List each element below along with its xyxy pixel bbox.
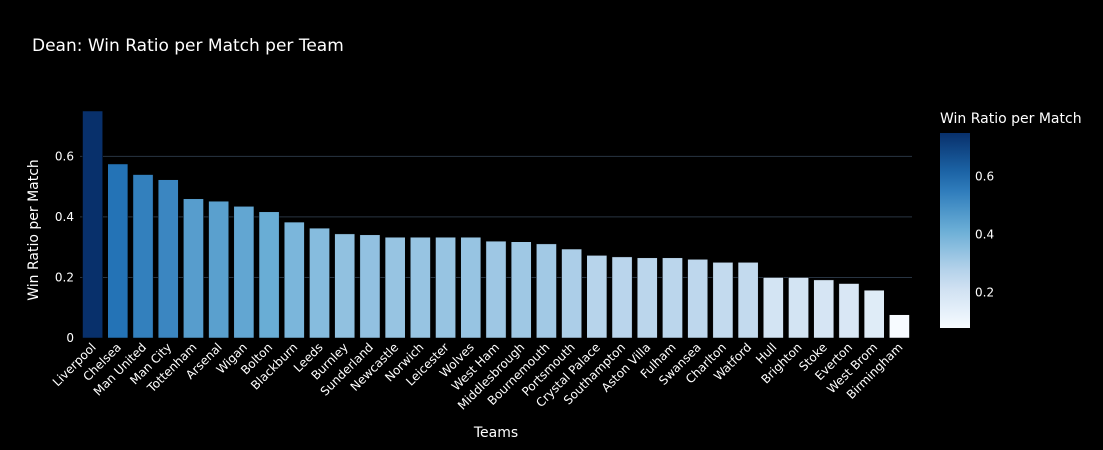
bar-west-ham[interactable] (485, 240, 507, 339)
colorbar-gradient (940, 133, 970, 328)
colorbar-tick-label: 0.6 (975, 169, 994, 183)
bar-newcastle[interactable] (384, 236, 406, 339)
bar-birmingham[interactable] (889, 314, 910, 339)
bar-watford[interactable] (737, 262, 759, 339)
bar-west-brom[interactable] (863, 289, 885, 339)
bar-liverpool[interactable] (82, 110, 103, 339)
colorbar-ticks: 0.2 0.4 0.6 (975, 169, 994, 299)
y-axis-ticks: 0 0.2 0.4 0.6 (55, 149, 74, 345)
bar-everton[interactable] (838, 283, 860, 339)
bar-wolves[interactable] (460, 236, 482, 339)
bar-aston-villa[interactable] (636, 257, 658, 339)
bar-fulham[interactable] (662, 257, 683, 339)
bar-man-city[interactable] (157, 179, 179, 339)
bar-layer (82, 110, 910, 339)
bar-norwich[interactable] (410, 236, 431, 339)
bar-bournemouth[interactable] (536, 243, 557, 339)
colorbar-tick-label: 0.4 (975, 227, 994, 241)
bar-crystal-palace[interactable] (586, 255, 608, 339)
bar-man-united[interactable] (132, 174, 154, 339)
bar-middlesbrough[interactable] (510, 241, 532, 339)
bar-leeds[interactable] (309, 227, 330, 339)
bar-chelsea[interactable] (107, 163, 129, 339)
bar-stoke[interactable] (813, 279, 835, 339)
x-axis-title: Teams (473, 425, 518, 441)
bar-arsenal[interactable] (208, 200, 230, 339)
bar-tottenham[interactable] (183, 198, 204, 339)
bar-leicester[interactable] (435, 236, 456, 339)
colorbar-tick-label: 0.2 (975, 285, 994, 299)
chart-title: Dean: Win Ratio per Match per Team (32, 36, 344, 56)
y-tick-label: 0.2 (55, 270, 74, 284)
colorbar-title: Win Ratio per Match (940, 111, 1082, 127)
y-tick-label: 0.4 (55, 210, 74, 224)
bar-sunderland[interactable] (359, 234, 381, 339)
bar-charlton[interactable] (712, 262, 734, 339)
y-tick-label: 0 (66, 331, 74, 345)
bar-portsmouth[interactable] (561, 248, 582, 339)
bar-hull[interactable] (762, 277, 784, 339)
bar-bolton[interactable] (258, 211, 280, 339)
y-tick-label: 0.6 (55, 149, 74, 163)
bar-wigan[interactable] (233, 206, 255, 339)
bar-blackburn[interactable] (283, 221, 305, 339)
bar-swansea[interactable] (687, 259, 709, 339)
bar-burnley[interactable] (334, 233, 356, 339)
bar-southampton[interactable] (611, 256, 633, 339)
y-axis-title: Win Ratio per Match (26, 159, 42, 301)
bar-brighton[interactable] (788, 277, 809, 339)
colorbar: Win Ratio per Match 0.2 0.4 0.6 (940, 111, 1082, 328)
